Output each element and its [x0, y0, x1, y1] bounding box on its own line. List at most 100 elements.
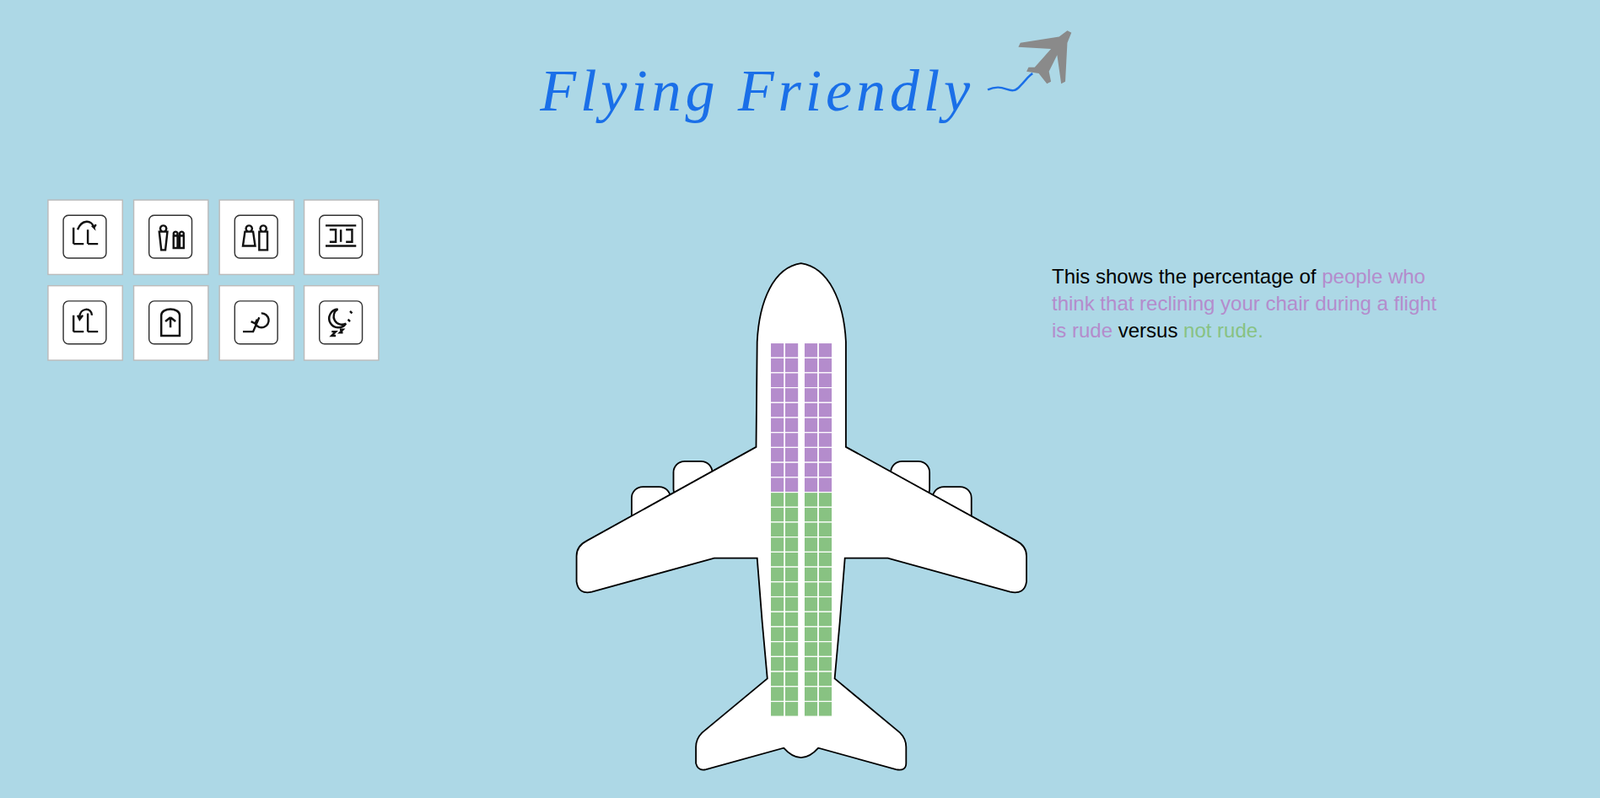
waffle-cell [818, 477, 832, 493]
waffle-cell [803, 506, 818, 523]
waffle-cell [784, 417, 798, 433]
button-icon[interactable] [234, 301, 278, 345]
waffle-cell [818, 522, 832, 538]
waffle-cell [803, 447, 818, 463]
button-icon[interactable] [63, 301, 107, 345]
icon-frame[interactable] [149, 301, 193, 345]
waffle-cell [770, 641, 784, 658]
button-icon[interactable] [234, 215, 278, 259]
icon-button[interactable] [219, 199, 294, 275]
waffle-cell [770, 581, 784, 598]
waffle-cell [784, 537, 798, 553]
legend-entry: not rude. [1183, 318, 1264, 342]
waffle-cell [770, 462, 784, 478]
icon-glyph[interactable] [242, 312, 270, 332]
waffle-cell [770, 671, 784, 687]
waffle-cell [770, 417, 784, 433]
waffle-cell [818, 537, 832, 553]
annotation: This shows the percentage of [1051, 264, 1317, 288]
plane-icon [1018, 30, 1072, 84]
icon-glyph[interactable] [161, 309, 180, 336]
waffle-cell [818, 686, 832, 702]
waffle-cell [818, 551, 832, 567]
icon-glyph[interactable] [73, 309, 98, 332]
waffle-cell [770, 566, 784, 582]
waffle-cell [784, 597, 798, 613]
button-box[interactable] [48, 199, 123, 275]
icon-glyph[interactable] [159, 225, 184, 250]
icon-button[interactable] [134, 199, 209, 275]
waffle-cell [818, 432, 832, 448]
waffle-cell [784, 522, 798, 538]
waffle-cell [784, 506, 798, 523]
waffle-cell [770, 447, 784, 463]
button-icon[interactable] [319, 301, 363, 345]
button-icon[interactable] [149, 301, 193, 345]
icon-frame[interactable] [149, 215, 193, 259]
icon-button[interactable] [219, 285, 294, 361]
waffle-cell [803, 611, 818, 627]
button-box[interactable] [134, 199, 209, 275]
waffle-cell [818, 581, 832, 598]
waffle-cell [803, 492, 818, 508]
waffle-cell [770, 611, 784, 627]
button-icon[interactable] [319, 215, 363, 259]
button-box[interactable] [219, 199, 294, 275]
button-icon[interactable] [149, 215, 193, 259]
icon-button[interactable] [48, 285, 123, 361]
icon-glyph[interactable] [328, 309, 352, 336]
waffle-cell [803, 656, 818, 672]
waffle-cell [818, 402, 832, 418]
button-icon[interactable] [63, 215, 107, 259]
waffle-cell [818, 701, 832, 717]
waffle-cell [818, 597, 832, 613]
waffle-cell [803, 357, 818, 373]
waffle-cell [784, 686, 798, 702]
waffle-cell [818, 611, 832, 627]
icon-frame[interactable] [63, 215, 107, 259]
button-box[interactable] [304, 285, 379, 361]
button-box[interactable] [304, 199, 379, 275]
waffle-cell [818, 372, 832, 388]
icon-button[interactable] [304, 199, 379, 275]
waffle-cell [818, 447, 832, 463]
waffle-cell [770, 387, 784, 404]
waffle-cell [784, 357, 798, 373]
waffle-cell [770, 551, 784, 567]
icon-frame[interactable] [234, 301, 278, 345]
waffle-cell [818, 656, 832, 672]
icon-glyph[interactable] [242, 225, 268, 250]
button-box[interactable] [219, 285, 294, 361]
waffle-cell [803, 372, 818, 388]
icon-frame[interactable] [319, 215, 363, 259]
waffle-cell [784, 566, 798, 582]
waffle-cell [784, 462, 798, 478]
annotation: versus [1118, 318, 1179, 342]
icon-glyph[interactable] [325, 225, 356, 246]
waffle-cell [803, 477, 818, 493]
icon-glyph[interactable] [73, 221, 98, 244]
icon-button[interactable] [134, 285, 209, 361]
waffle-cell [803, 566, 818, 582]
waffle-cell [803, 522, 818, 538]
icon-button[interactable] [304, 285, 379, 361]
icon-frame[interactable] [63, 301, 107, 345]
waffle-cell [803, 342, 818, 358]
icon-frame[interactable] [319, 301, 363, 345]
waffle-cell [784, 387, 798, 404]
button-box[interactable] [134, 285, 209, 361]
button-box[interactable] [48, 285, 123, 361]
icon-button[interactable] [48, 199, 123, 275]
waffle-cell [784, 402, 798, 418]
waffle-cell [784, 671, 798, 687]
waffle-cell [770, 492, 784, 508]
waffle-cell [770, 342, 784, 358]
waffle-cell [784, 701, 798, 717]
icon-frame[interactable] [234, 215, 278, 259]
waffle-cell [803, 462, 818, 478]
waffle-cell [803, 686, 818, 702]
waffle-cell [770, 537, 784, 553]
waffle-cell [818, 342, 832, 358]
canvas: Flying Friendly [0, 0, 1600, 798]
waffle-cell [784, 611, 798, 627]
